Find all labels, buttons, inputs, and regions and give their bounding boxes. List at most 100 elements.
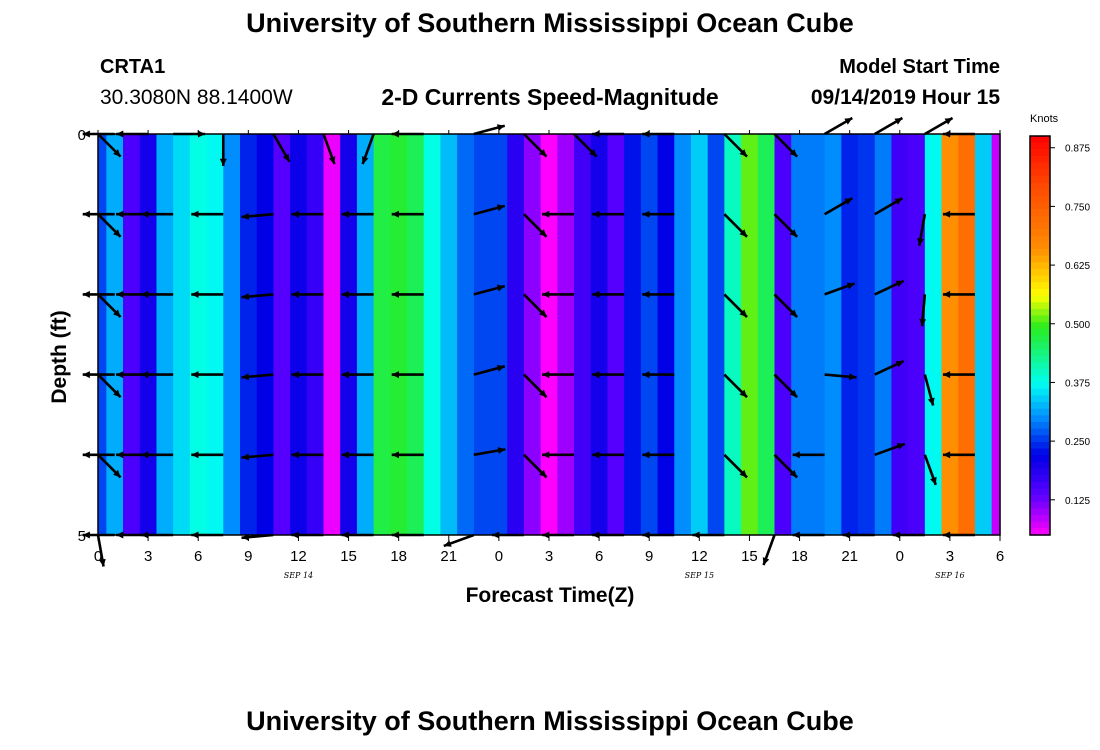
footer-title: University of Southern Mississippi Ocean… — [246, 706, 854, 736]
vector-head — [113, 469, 121, 478]
vector-head — [113, 149, 121, 157]
vector-head — [944, 118, 953, 125]
vector-head — [739, 229, 748, 237]
current-vector — [391, 371, 424, 379]
colorbar-segment — [1030, 202, 1050, 210]
colorbar-segment — [1030, 488, 1050, 496]
x-tick-label: 0 — [896, 548, 904, 565]
x-tick-label: 3 — [946, 548, 954, 565]
vector-head — [895, 280, 904, 288]
vector-head — [539, 149, 547, 157]
heat-cell — [139, 134, 158, 535]
colorbar-tick-label: 0.750 — [1065, 202, 1090, 213]
heat-cell — [590, 134, 609, 535]
current-vector — [291, 451, 324, 459]
x-tick-label: 9 — [645, 548, 653, 565]
heat-cell — [189, 134, 208, 535]
current-vector — [241, 453, 274, 461]
vector-head — [739, 149, 748, 157]
vector-head — [391, 210, 399, 218]
heat-cell — [757, 134, 776, 535]
vector-head — [539, 469, 547, 478]
colorbar-segment — [1030, 375, 1050, 383]
heat-cell — [690, 134, 709, 535]
vector-head — [496, 284, 505, 292]
heat-cell — [908, 134, 926, 535]
heat-cell — [974, 134, 993, 535]
heat-cell — [306, 134, 325, 535]
colorbar-segment — [1030, 235, 1050, 243]
current-vector — [191, 290, 224, 298]
x-tick-label: 12 — [691, 548, 708, 565]
colorbar-segment — [1030, 402, 1050, 410]
colorbar-tick-label: 0.500 — [1065, 320, 1090, 331]
colorbar-segment — [1030, 408, 1050, 416]
vector-head — [542, 290, 550, 298]
colorbar-units: Knots — [1030, 113, 1059, 125]
colorbar-segment — [1030, 242, 1050, 250]
heat-cell — [323, 134, 341, 535]
current-vector — [141, 290, 174, 298]
current-vector — [874, 197, 904, 216]
colorbar-segment — [1030, 342, 1050, 350]
vector-head — [141, 451, 149, 459]
x-tick-label: 18 — [791, 548, 808, 565]
heat-cell — [657, 134, 675, 535]
colorbar-segment — [1030, 195, 1050, 204]
colorbar-segment — [1030, 395, 1050, 403]
colorbar-frame — [1029, 135, 1051, 536]
date-label: SEP 14 — [284, 571, 313, 580]
current-vector — [322, 133, 336, 165]
vector-head — [942, 371, 951, 379]
colorbar-segment — [1030, 182, 1050, 190]
heat-cell — [440, 134, 458, 535]
colorbar-segment — [1030, 382, 1050, 390]
heat-cell — [98, 134, 107, 535]
current-vector — [523, 453, 548, 479]
colorbar-segment — [1030, 428, 1050, 436]
colorbar-segment — [1030, 495, 1050, 503]
x-tick-label: 0 — [94, 548, 102, 565]
vector-head — [291, 210, 299, 218]
current-vector — [773, 133, 799, 158]
current-vector — [96, 534, 106, 567]
vector-head — [846, 282, 855, 290]
vector-head — [789, 229, 798, 237]
heat-cell — [457, 134, 475, 535]
vector-head — [341, 371, 349, 379]
vector-head — [341, 290, 349, 298]
vector-head — [113, 309, 121, 318]
heat-cell — [707, 134, 725, 535]
x-tick-label: 0 — [495, 548, 503, 565]
current-vector — [773, 373, 799, 399]
date-label: SEP 16 — [935, 571, 964, 580]
current-vector — [542, 371, 575, 379]
heat-cell — [724, 134, 742, 535]
vector-head — [241, 212, 249, 220]
colorbar-segment — [1030, 262, 1050, 270]
current-vector — [542, 290, 575, 298]
current-vector — [642, 290, 675, 298]
vector-head — [141, 210, 149, 218]
vector-head — [642, 290, 650, 298]
current-vector — [592, 371, 625, 379]
heat-cell — [239, 134, 258, 535]
vector-head — [82, 290, 90, 298]
vector-head — [391, 451, 399, 459]
vector-head — [98, 558, 106, 567]
vector-head — [592, 290, 600, 298]
chart-title: 2-D Currents Speed-Magnitude — [381, 84, 719, 110]
x-tick-label: 3 — [545, 548, 553, 565]
vector-head — [844, 198, 853, 205]
current-vector — [341, 210, 374, 218]
page-title: University of Southern Mississippi Ocean… — [246, 8, 854, 38]
colorbar-segment — [1030, 302, 1050, 310]
vector-head — [927, 397, 935, 406]
current-vector — [919, 294, 927, 327]
station-coordinates: 30.3080N 88.1400W — [100, 86, 293, 109]
vector-head — [896, 443, 905, 450]
current-vector — [141, 371, 174, 379]
colorbar-segment — [1030, 435, 1050, 443]
colorbar-tick-label: 0.250 — [1065, 437, 1090, 448]
